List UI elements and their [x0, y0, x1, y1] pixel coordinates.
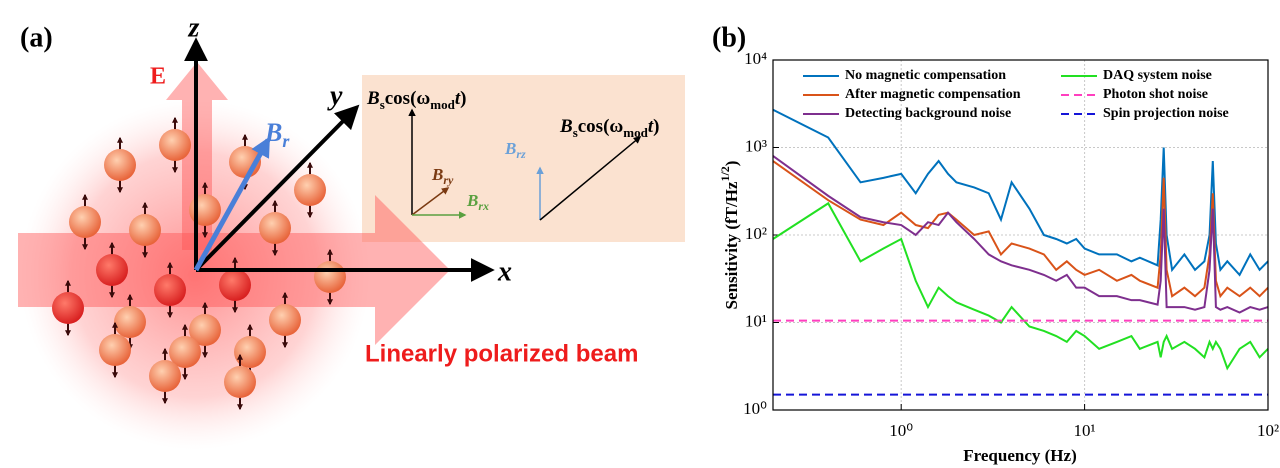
legend-label: No magnetic compensation — [845, 68, 1006, 83]
y-axis-label: Sensitivity (fT/Hz1/2) — [718, 161, 741, 310]
atom — [259, 212, 291, 244]
panel-tag: (b) — [712, 22, 746, 53]
series-line — [772, 108, 1269, 277]
subscript: s — [573, 125, 578, 140]
atom — [104, 149, 136, 181]
atom — [52, 292, 84, 324]
atom — [129, 214, 161, 246]
bry-label: Bry — [431, 165, 454, 187]
bs-vector — [539, 136, 642, 221]
legend-label: Detecting background noise — [845, 106, 1011, 121]
panel-tag: (a) — [20, 22, 53, 53]
series-line — [772, 201, 1269, 371]
superscript: 1/2 — [718, 166, 732, 181]
atom — [169, 336, 201, 368]
axis-label: z — [188, 12, 200, 43]
text: t — [455, 88, 461, 109]
text: ) — [722, 161, 741, 167]
y-tick-label: 10¹ — [745, 311, 767, 330]
text: cos(ω — [578, 116, 624, 137]
series-line — [772, 155, 1269, 314]
inset-box — [362, 75, 685, 242]
br-vector — [193, 136, 271, 272]
y-axis — [194, 104, 360, 272]
atom — [189, 194, 221, 226]
atom — [314, 261, 346, 293]
x-tick-label: 10¹ — [1074, 421, 1096, 440]
symbol: B — [366, 88, 380, 109]
br-label: Br — [264, 118, 290, 151]
x-tick-label: 10² — [1257, 421, 1279, 440]
axis-label: y — [327, 80, 343, 111]
subscript: rz — [516, 147, 526, 161]
atom — [159, 129, 191, 161]
y-tick-label: 10³ — [745, 136, 767, 155]
x-tick-label: 10⁰ — [889, 421, 913, 440]
field-label: Bscos(ωmodt) — [559, 116, 659, 140]
text: t — [648, 116, 654, 137]
legend-label: DAQ system noise — [1103, 68, 1212, 83]
text: ) — [653, 116, 659, 137]
atom — [69, 206, 101, 238]
axis-label: x — [497, 256, 512, 287]
bry-vector — [411, 187, 450, 216]
symbol: B — [264, 118, 282, 147]
field-label: Bscos(ωmodt) — [366, 88, 466, 112]
legend-label: Photon shot noise — [1103, 87, 1208, 102]
panel-a: (a) z y x E Linearly polarized beam Br B… — [18, 12, 685, 450]
text: Sensitivity (fT/Hz — [722, 181, 741, 309]
plot-frame — [772, 59, 1269, 411]
atom — [219, 269, 251, 301]
x-axis-label: Frequency (Hz) — [963, 446, 1076, 465]
beam-label: Linearly polarized beam — [365, 340, 638, 367]
legend-label: After magnetic compensation — [845, 87, 1021, 102]
atom — [96, 254, 128, 286]
symbol: B — [504, 139, 516, 158]
e-label: E — [150, 64, 166, 90]
subscript: mod — [430, 97, 455, 112]
atom — [154, 274, 186, 306]
subscript: s — [380, 97, 385, 112]
atom — [294, 174, 326, 206]
panel-b: (b) Frequency (Hz) Sensitivity (fT/Hz1/2… — [712, 22, 1279, 464]
atom — [189, 314, 221, 346]
atom — [99, 334, 131, 366]
atom — [269, 304, 301, 336]
atom — [234, 336, 266, 368]
symbol: B — [559, 116, 573, 137]
text: cos(ω — [385, 88, 431, 109]
brz-label: Brz — [504, 139, 526, 161]
y-tick-label: 10⁴ — [744, 49, 767, 68]
subscript: mod — [623, 125, 648, 140]
symbol: B — [431, 165, 443, 184]
symbol: B — [466, 191, 478, 210]
subscript: r — [282, 131, 290, 151]
atom — [149, 360, 181, 392]
brx-label: Brx — [466, 191, 489, 213]
subscript: rx — [478, 199, 489, 213]
text: ) — [460, 88, 466, 109]
atom — [114, 306, 146, 338]
y-tick-label: 10² — [745, 224, 767, 243]
atom — [224, 366, 256, 398]
legend-label: Spin projection noise — [1103, 106, 1229, 121]
subscript: ry — [443, 173, 454, 187]
y-tick-label: 10⁰ — [743, 399, 767, 418]
